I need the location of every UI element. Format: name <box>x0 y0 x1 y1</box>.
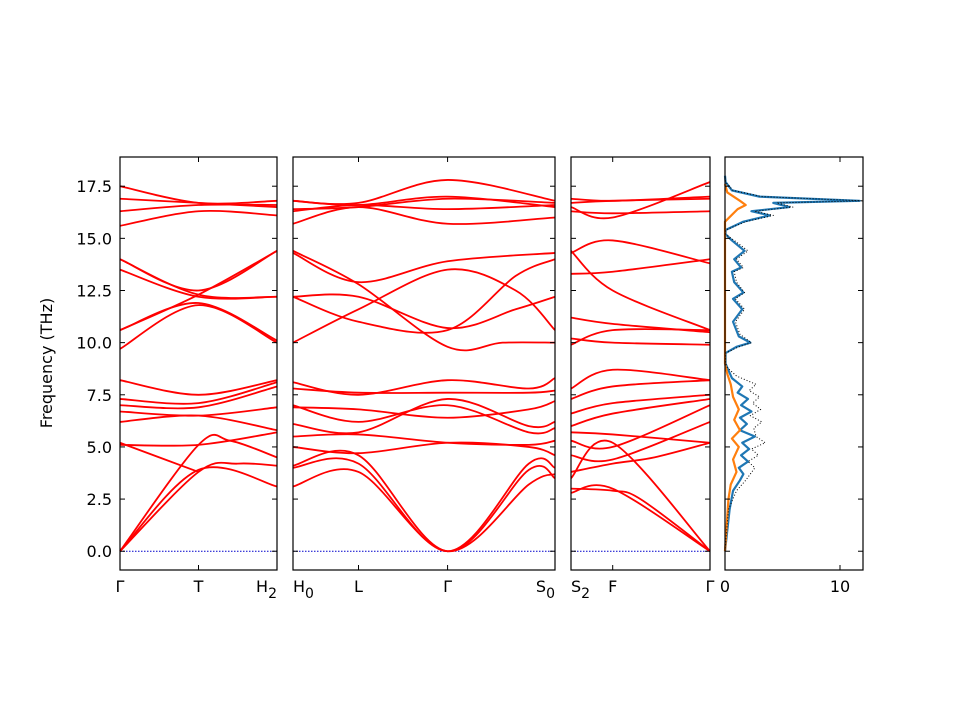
band-panels: 0.0 2.5 5.0 7.5 10.0 12.5 15.0 17.5 Γ T H2 H0 L Γ S0 S2… <box>76 156 715 602</box>
x-tick-label: H2 <box>256 577 277 602</box>
band-line <box>119 431 278 447</box>
y-tick-label: 12.5 <box>76 281 112 300</box>
x-tick-label: H0 <box>293 577 314 602</box>
x-tick-label: S0 <box>536 577 555 602</box>
band-line <box>292 398 556 435</box>
band-line <box>292 268 556 344</box>
band-line <box>119 414 278 432</box>
y-axis-label: Frequency (THz) <box>37 298 56 428</box>
band-line <box>570 181 711 220</box>
band-line <box>292 449 556 553</box>
band-line <box>570 421 711 463</box>
band-line <box>292 400 556 419</box>
x-tick-subscript: 0 <box>546 586 555 602</box>
band-line <box>119 466 278 552</box>
band-line <box>292 404 556 435</box>
band-line <box>119 381 278 405</box>
band-line <box>119 433 278 552</box>
band-line <box>292 206 556 225</box>
x-tick-label: S2 <box>571 577 590 602</box>
band-line <box>119 203 278 213</box>
band-line <box>292 197 556 211</box>
panel-frame <box>292 156 556 571</box>
dos-total-line <box>724 175 864 552</box>
panel-frame <box>570 156 711 571</box>
x-tick-label: 0 <box>720 577 730 596</box>
band-line <box>570 431 711 444</box>
band-line <box>570 337 711 346</box>
x-tick-label: F <box>608 577 617 596</box>
y-tick-label: 2.5 <box>87 490 112 509</box>
band-line <box>570 484 711 552</box>
y-tick-label: 0.0 <box>87 542 112 561</box>
x-tick-label: Γ <box>116 577 125 596</box>
band-line <box>570 250 711 331</box>
band-line <box>119 304 278 350</box>
band-line <box>292 179 556 205</box>
dos-partial-line <box>723 175 861 552</box>
x-tick-label: Γ <box>443 577 452 596</box>
band-line <box>292 433 556 446</box>
band-line <box>119 385 278 410</box>
band-line <box>570 487 711 552</box>
y-tick-label: 5.0 <box>87 438 112 457</box>
band-line <box>292 195 556 208</box>
dos-panel: 0 10 <box>720 156 864 596</box>
band-line <box>119 461 278 552</box>
x-tick-subscript: 2 <box>268 586 277 602</box>
y-tick-label: 7.5 <box>87 386 112 405</box>
band-line <box>570 239 711 265</box>
band-line <box>570 404 711 450</box>
band-panel-s2-f-gamma: S2 F Γ <box>570 156 715 602</box>
x-tick-subscript: 2 <box>581 586 590 602</box>
band-line <box>570 379 711 400</box>
band-line <box>119 302 278 342</box>
band-line <box>570 368 711 390</box>
band-panel-h0-l-gamma-s0: H0 L Γ S0 <box>292 156 556 602</box>
x-tick-label: 10 <box>830 577 850 596</box>
band-line <box>570 210 711 215</box>
band-line <box>292 293 556 330</box>
band-line <box>570 393 711 415</box>
band-line <box>292 250 556 352</box>
band-line <box>292 258 556 334</box>
x-tick-label: T <box>193 577 204 596</box>
band-line <box>570 316 711 334</box>
dos-partial-line <box>723 183 747 552</box>
band-line <box>119 379 278 396</box>
x-tick-label: Γ <box>706 577 715 596</box>
x-tick-subscript: 0 <box>305 586 314 602</box>
y-tick-label: 10.0 <box>76 334 112 353</box>
y-tick-label: 15.0 <box>76 229 112 248</box>
band-line <box>292 457 556 553</box>
band-line <box>570 195 711 202</box>
band-panel-gamma-t-h2: 0.0 2.5 5.0 7.5 10.0 12.5 15.0 17.5 Γ T H2 <box>76 156 278 602</box>
band-line <box>292 252 556 284</box>
band-line <box>570 398 711 427</box>
panel-frame <box>119 156 278 571</box>
band-line <box>570 258 711 275</box>
dos-frame <box>724 156 864 571</box>
y-tick-label: 17.5 <box>76 177 112 196</box>
band-line <box>119 406 278 417</box>
band-line <box>292 387 556 394</box>
band-line <box>570 441 711 473</box>
band-line <box>292 377 556 396</box>
x-tick-label: L <box>354 577 363 596</box>
band-line <box>119 185 278 205</box>
band-line <box>292 204 556 213</box>
band-line <box>119 250 278 292</box>
band-line <box>119 209 278 227</box>
band-line <box>570 439 711 552</box>
